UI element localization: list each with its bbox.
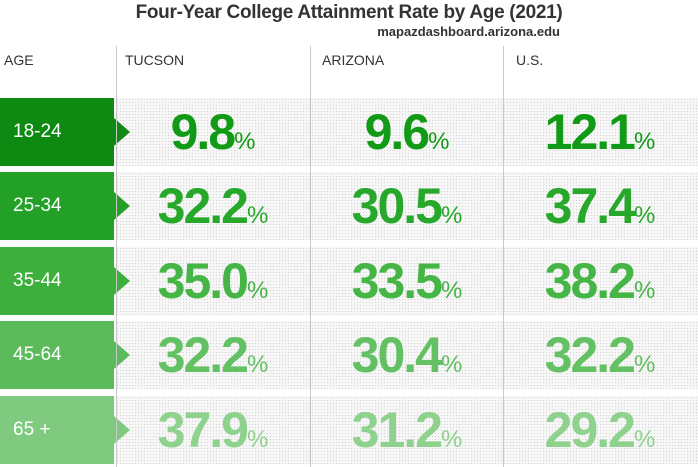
column-divider (116, 46, 117, 467)
value: 9.8% (116, 98, 310, 176)
value-number: 30.4 (351, 327, 443, 383)
value-unit: % (440, 202, 463, 229)
row-band (116, 172, 698, 240)
value: 32.2% (503, 321, 697, 399)
value-number: 33.5 (351, 253, 443, 309)
value: 35.0% (116, 247, 310, 325)
value: 37.4% (503, 172, 697, 250)
column-header: U.S. (516, 52, 544, 68)
value-number: 30.5 (351, 178, 443, 234)
source: mapazdashboard.arizona.edu (377, 24, 560, 39)
row-arrow (114, 416, 130, 444)
value-number: 12.1 (544, 104, 636, 160)
value-unit: % (633, 202, 656, 229)
value: 30.5% (310, 172, 504, 250)
value: 37.9% (116, 396, 310, 467)
value-unit: % (440, 277, 463, 304)
row-band (116, 247, 698, 315)
column-header: AGE (4, 52, 34, 68)
value-number: 32.2 (157, 178, 249, 234)
value-number: 37.9 (157, 402, 249, 458)
value-number: 32.2 (544, 327, 636, 383)
row-label: 35-44 (0, 247, 114, 315)
value: 9.6% (310, 98, 504, 176)
column-header: ARIZONA (322, 52, 385, 68)
row-arrow (114, 341, 130, 369)
value: 32.2% (116, 321, 310, 399)
row-band (116, 396, 698, 464)
row-arrow (114, 192, 130, 220)
value-number: 31.2 (351, 402, 443, 458)
value-unit: % (428, 128, 450, 155)
row-label: 25-34 (0, 172, 114, 240)
value-unit: % (246, 351, 269, 378)
value-unit: % (246, 426, 269, 453)
value-number: 37.4 (544, 178, 636, 234)
value-unit: % (246, 277, 269, 304)
value-unit: % (234, 128, 256, 155)
column-divider (503, 46, 504, 467)
title: Four-Year College Attainment Rate by Age… (135, 2, 563, 23)
value: 12.1% (503, 98, 697, 176)
value: 33.5% (310, 247, 504, 325)
value-number: 9.6 (364, 104, 431, 160)
value: 32.2% (116, 172, 310, 250)
row-band (116, 98, 698, 166)
column-header: TUCSON (125, 52, 185, 68)
value-unit: % (633, 426, 656, 453)
value-unit: % (633, 128, 656, 155)
value-number: 29.2 (544, 402, 636, 458)
value: 38.2% (503, 247, 697, 325)
row-label: 18-24 (0, 98, 114, 166)
value-number: 35.0 (157, 253, 249, 309)
row-arrow (114, 267, 130, 295)
value-number: 38.2 (544, 253, 636, 309)
column-divider (310, 46, 311, 467)
value: 29.2% (503, 396, 697, 467)
value: 31.2% (310, 396, 504, 467)
value-unit: % (246, 202, 269, 229)
row-band (116, 321, 698, 389)
value-unit: % (440, 351, 463, 378)
value-unit: % (440, 426, 463, 453)
value-number: 32.2 (157, 327, 249, 383)
value-unit: % (633, 277, 656, 304)
row-arrow (114, 118, 130, 146)
value: 30.4% (310, 321, 504, 399)
row-label: 45-64 (0, 321, 114, 389)
value-unit: % (633, 351, 656, 378)
row-label: 65 + (0, 396, 114, 464)
value-number: 9.8 (170, 104, 237, 160)
